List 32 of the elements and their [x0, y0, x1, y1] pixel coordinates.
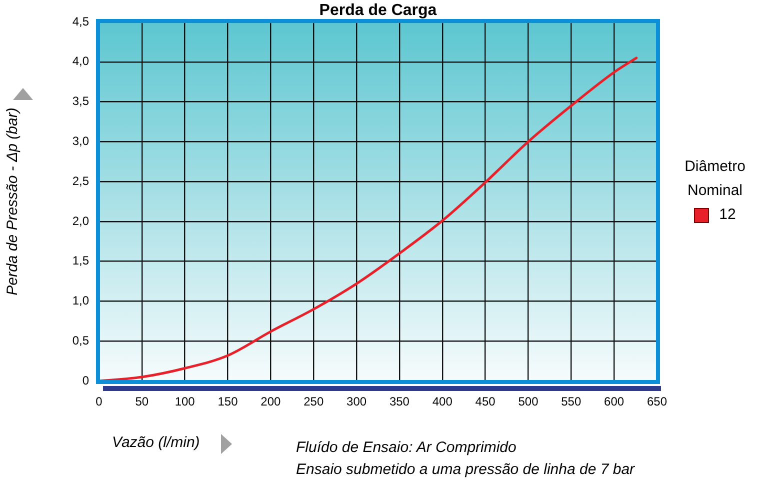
y-tick-label: 0,5 — [72, 333, 90, 348]
y-tick-label: 1,5 — [72, 254, 90, 268]
x-tick-label: 250 — [304, 394, 324, 409]
y-tick-label: 4,5 — [72, 14, 90, 28]
chart-title: Perda de Carga — [318, 2, 438, 20]
x-tick-label: 50 — [135, 394, 149, 409]
y-tick-label: 2,0 — [72, 214, 90, 228]
text: Fluído de Ensaio: Ar Comprimido — [296, 438, 518, 458]
text: Ensaio submetido a uma pressão de linha de 7 bar — [296, 460, 635, 480]
x-tick-label: 450 — [475, 394, 496, 409]
x-tick-label: 200 — [260, 394, 282, 409]
x-tick-label: 0 — [96, 394, 103, 409]
y-tick-label: 1,0 — [72, 294, 90, 308]
x-tick-label: 150 — [218, 394, 238, 409]
x-tick-label: 350 — [389, 394, 410, 409]
x-tick-label: 500 — [518, 394, 539, 409]
legend-title: Diâmetro Nominal — [684, 157, 746, 201]
legend-label: 12 — [718, 205, 737, 225]
y-tick-label: 3,0 — [72, 134, 90, 148]
x-tick-label: 600 — [604, 394, 624, 409]
line-series — [99, 56, 638, 381]
x-tick-label: 300 — [346, 394, 367, 409]
y-tick-label: 4,0 — [72, 54, 90, 68]
x-axis-title: Vazão (l/min) — [112, 434, 200, 451]
x-tick-label: 400 — [432, 394, 453, 409]
x-tick-label: 100 — [174, 394, 196, 409]
x-tick-label: 550 — [561, 394, 582, 409]
y-axis-title: Perda de Pressão - Δp (bar) — [4, 108, 22, 296]
y-tick-label: 2,5 — [72, 174, 90, 188]
y-tick-label: 0 — [82, 373, 90, 388]
y-tick-label: 3,5 — [72, 94, 90, 108]
x-tick-label: 650 — [646, 394, 668, 409]
